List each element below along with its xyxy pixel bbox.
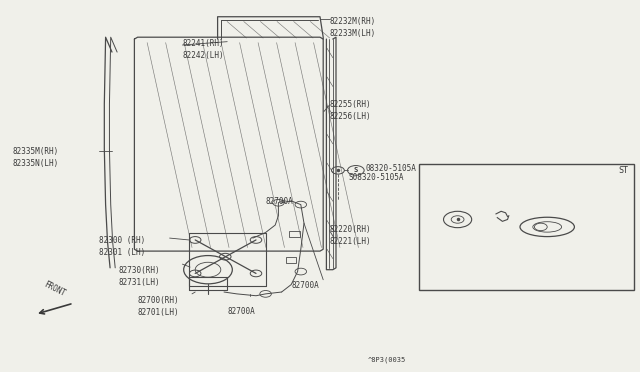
Bar	[289, 231, 300, 237]
Text: 82220(RH)
82221(LH): 82220(RH) 82221(LH)	[330, 225, 371, 246]
Text: S08320-5105A: S08320-5105A	[349, 173, 404, 182]
Bar	[286, 257, 296, 263]
Text: ^8P3(0035: ^8P3(0035	[368, 356, 406, 363]
Text: 82255(RH)
82256(LH): 82255(RH) 82256(LH)	[330, 100, 371, 121]
Text: 82700A: 82700A	[227, 307, 255, 316]
Text: 82763: 82763	[432, 190, 455, 199]
Text: 82760B: 82760B	[541, 208, 568, 217]
Text: 08320-5105A: 08320-5105A	[365, 164, 416, 173]
Text: S: S	[354, 167, 358, 173]
Text: FRONT: FRONT	[42, 280, 67, 298]
Text: 82241(RH)
82242(LH): 82241(RH) 82242(LH)	[182, 39, 224, 60]
Text: 82232M(RH)
82233M(LH): 82232M(RH) 82233M(LH)	[330, 17, 376, 38]
Text: 82730(RH)
82731(LH): 82730(RH) 82731(LH)	[118, 266, 160, 287]
Text: 82760: 82760	[550, 225, 573, 234]
Text: 82700(RH)
82701(LH): 82700(RH) 82701(LH)	[138, 296, 179, 317]
Text: 82700A: 82700A	[291, 281, 319, 290]
Text: 82700A: 82700A	[266, 197, 293, 206]
Bar	[419, 164, 634, 290]
Text: 82300 (RH)
82301 (LH): 82300 (RH) 82301 (LH)	[99, 236, 145, 257]
Text: 82335M(RH)
82335N(LH): 82335M(RH) 82335N(LH)	[13, 147, 59, 168]
Text: ST: ST	[618, 166, 628, 174]
